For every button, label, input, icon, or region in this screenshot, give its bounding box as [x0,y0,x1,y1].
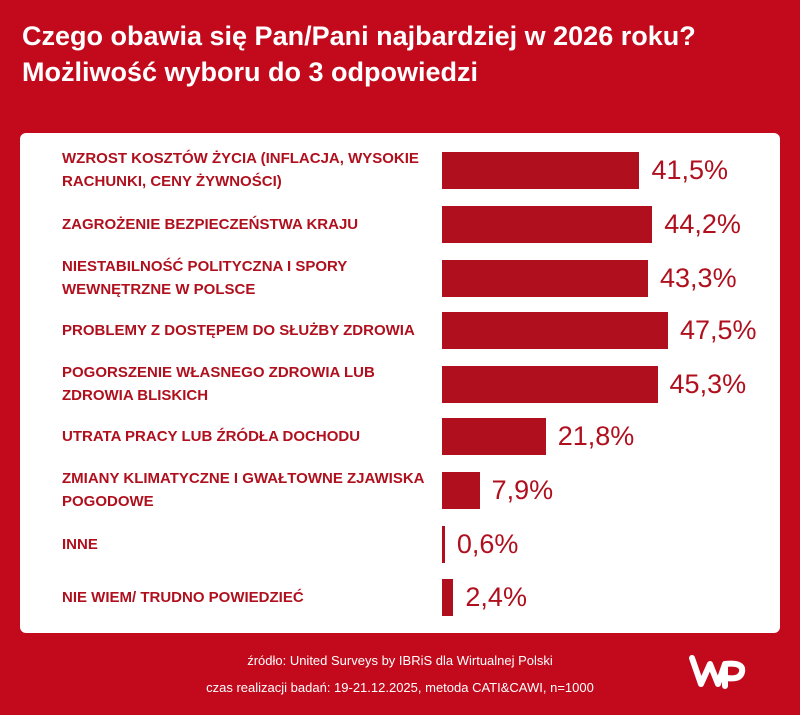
bar [442,311,668,349]
method-note: czas realizacji badań: 19-21.12.2025, me… [206,680,594,695]
value-label: 21,8% [557,421,635,451]
bar [442,205,653,243]
bar [442,417,546,455]
bar [442,471,480,509]
category-label: ZAGROŻENIE BEZPIECZEŃSTWA KRAJU [62,215,359,233]
value-label: 2,4% [465,582,527,612]
value-label: 0,6% [456,529,519,559]
chart-subtitle: Możliwość wyboru do 3 odpowiedzi [22,57,479,87]
value-label: 45,3% [669,369,747,399]
category-label: ZMIANY KLIMATYCZNE I GWAŁTOWNE ZJAWISKA … [62,470,424,510]
category-label: NIE WIEM/ TRUDNO POWIEDZIEĆ [62,588,304,606]
value-label: 41,5% [651,155,728,185]
value-label: 7,9% [491,475,554,505]
chart-title: Czego obawia się Pan/Pani najbardziej w … [22,18,792,90]
chart-title-line1: Czego obawia się Pan/Pani najbardziej w … [22,21,696,51]
bar [442,578,454,616]
chart-panel: WZROST KOSZTÓW ŻYCIA (INFLACJA, WYSOKIE … [20,133,780,633]
category-label: POGORSZENIE WŁASNEGO ZDROWIA LUB ZDROWIA… [62,364,375,404]
bar [442,259,649,297]
category-label: WZROST KOSZTÓW ŻYCIA (INFLACJA, WYSOKIE … [62,150,419,190]
value-label: 44,2% [664,209,741,239]
category-label: PROBLEMY Z DOSTĘPEM DO SŁUŻBY ZDROWIA [62,321,415,339]
value-label: 47,5% [680,315,757,345]
source-note: źródło: United Surveys by IBRiS dla Wirt… [247,653,553,668]
value-label: 43,3% [660,263,737,293]
bar [442,525,445,563]
bar [442,151,640,189]
wp-logo-icon [689,655,746,689]
category-label: UTRATA PRACY LUB ŹRÓDŁA DOCHODU [62,427,361,445]
category-label: NIESTABILNOŚĆ POLITYCZNA I SPORY WEWNĘTR… [62,258,348,298]
category-label: INNE [62,535,98,553]
bar [442,365,658,403]
